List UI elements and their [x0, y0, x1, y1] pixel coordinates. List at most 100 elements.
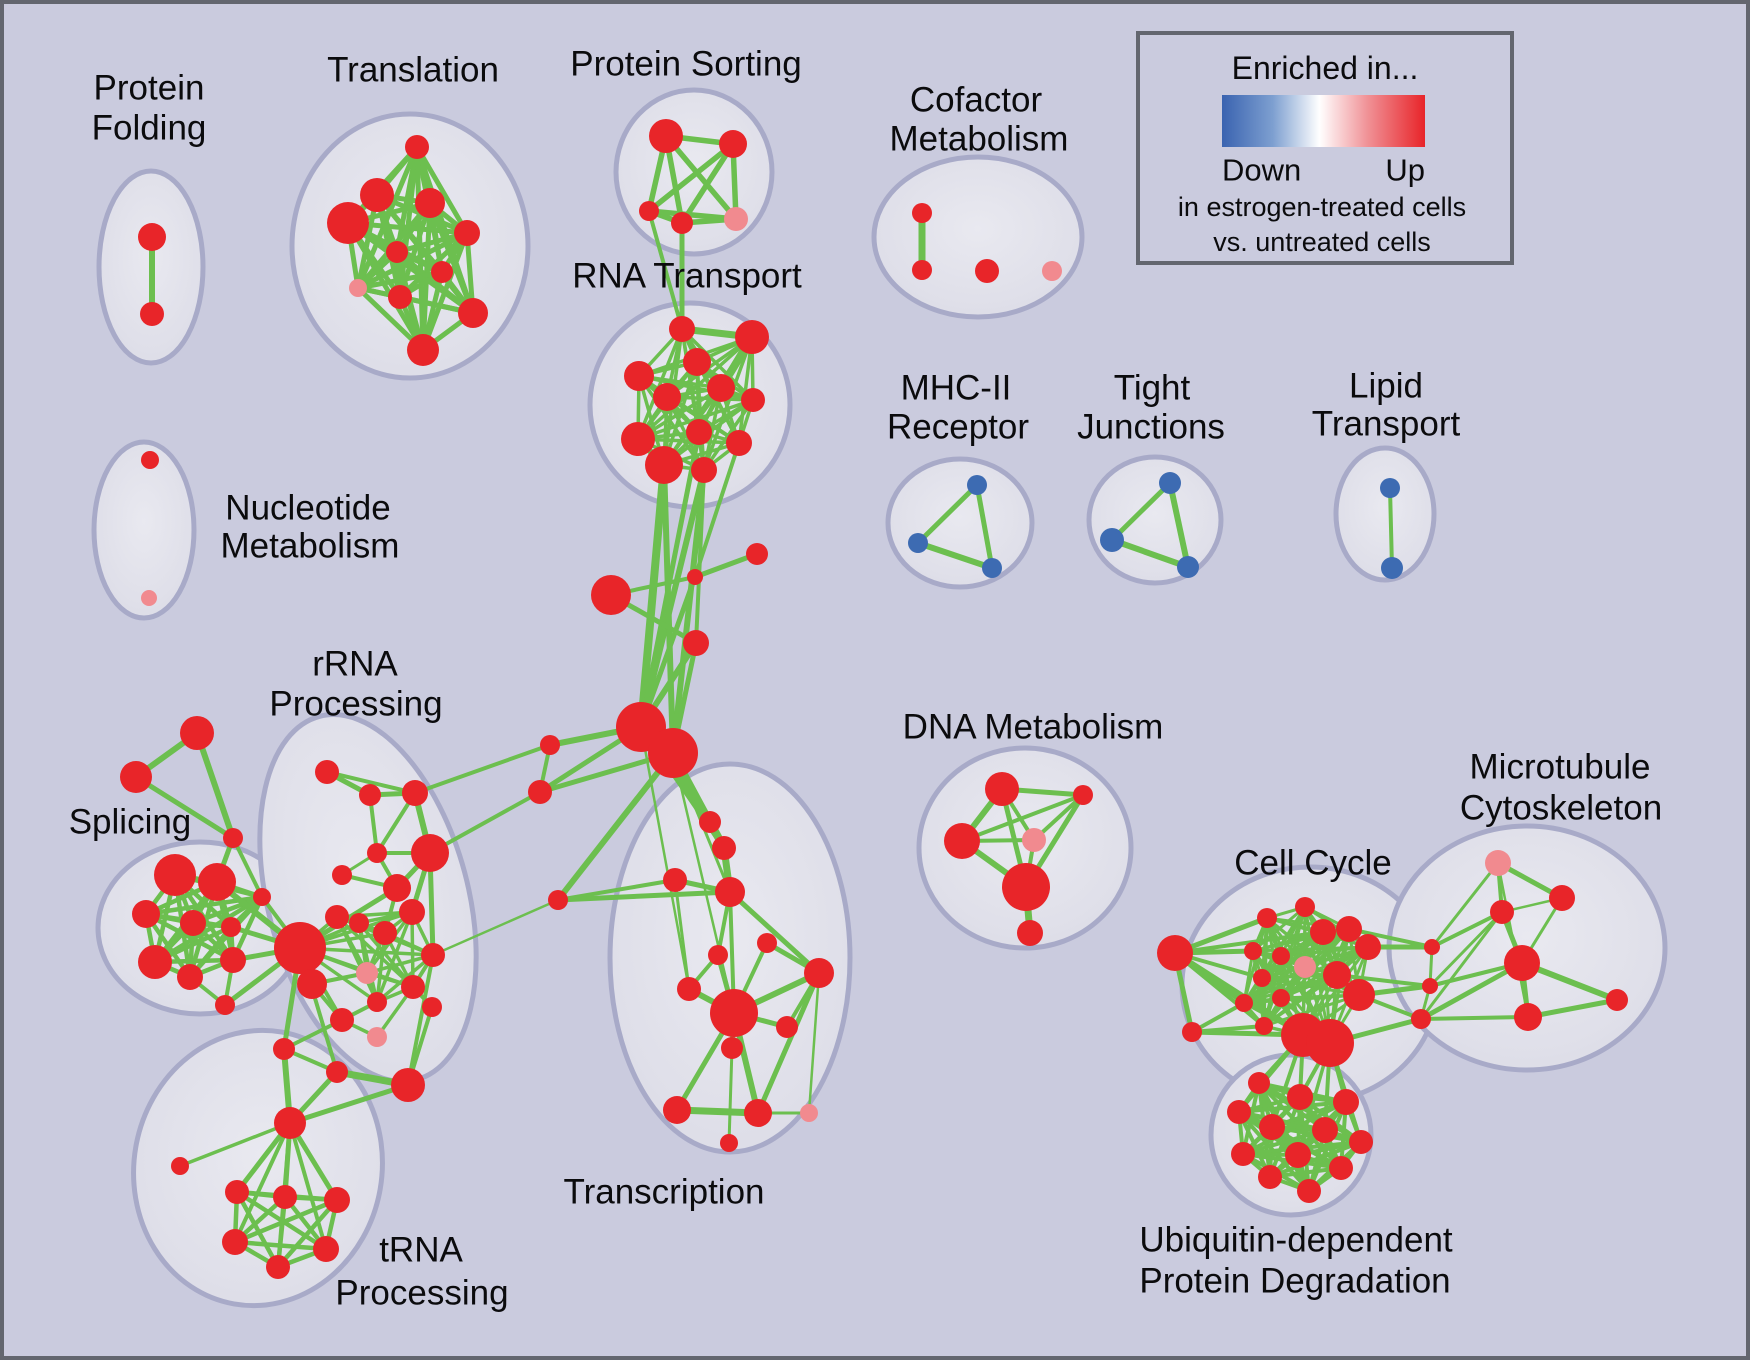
node-d3-red: [944, 823, 980, 859]
node-tx9-red: [710, 989, 758, 1037]
node-nm1-red: [141, 451, 159, 469]
node-cm1-red: [912, 203, 932, 223]
node-r6-red: [411, 834, 449, 872]
node-tj3-blue: [1177, 556, 1199, 578]
legend-down-label: Down: [1222, 153, 1301, 188]
edge-rt11-h1: [637, 461, 668, 731]
edge-b2-rt10: [693, 441, 741, 579]
edge-lt1-lt2: [1388, 486, 1394, 570]
node-trl-red: [171, 1157, 189, 1175]
edge-t5-t9: [397, 230, 470, 300]
edge-rt1-rt9: [636, 327, 684, 441]
node-tx13-red: [744, 1099, 772, 1127]
node-r15-red: [401, 975, 425, 999]
legend-box: [1136, 31, 1514, 265]
node-c14-red: [1235, 994, 1253, 1012]
node-tx6-red: [757, 933, 777, 953]
edge-tr3-tr6: [275, 1197, 340, 1270]
edge-c12-mbb: [1335, 973, 1432, 988]
edge-ps2-ps4: [679, 141, 736, 226]
node-c10-red: [1336, 916, 1362, 942]
node-u3-red: [1333, 1089, 1359, 1115]
node-mt5-red: [1606, 989, 1628, 1011]
edge-tj2-tj3: [1109, 537, 1191, 570]
cluster-label-protein-sorting-line1: Protein Sorting: [570, 45, 802, 84]
edge-trh-trl: [178, 1121, 292, 1168]
node-tr5-red: [313, 1236, 339, 1262]
edge-mbb-mt3: [1428, 910, 1504, 988]
node-ps2-red: [719, 130, 747, 158]
edge-s3-s8: [143, 911, 236, 963]
edge-mba-mt3: [1430, 910, 1504, 949]
node-ps5-pink: [724, 207, 748, 231]
node-r9-red: [349, 913, 369, 933]
node-ps3-red: [639, 201, 659, 221]
node-rt2-red: [735, 320, 769, 354]
node-trh-red: [274, 1107, 306, 1139]
node-r10-red: [373, 921, 397, 945]
node-r5-red: [367, 843, 387, 863]
edge-t1-t5: [414, 144, 470, 236]
node-c15-red: [1272, 989, 1290, 1007]
node-tx7-red: [804, 958, 834, 988]
node-nm2-pink: [141, 590, 157, 606]
edge-r9-r15: [357, 921, 415, 989]
cluster-label-translation-line1: Translation: [327, 51, 499, 90]
node-tr1-red: [225, 1180, 249, 1204]
node-tx1-red: [699, 811, 721, 833]
node-r12-red: [421, 943, 445, 967]
cluster-label-nucleotide-metabolism-line2: Metabolism: [221, 527, 400, 566]
node-u6-red: [1312, 1117, 1338, 1143]
node-c16-red: [1255, 1017, 1273, 1035]
node-cm3-red: [975, 259, 999, 283]
edge-r1-r3: [325, 770, 417, 795]
cluster-label-cell-cycle-line1: Cell Cycle: [1234, 844, 1392, 883]
node-tx3-red: [663, 868, 687, 892]
cluster-label-rna-transport-line1: RNA Transport: [572, 257, 802, 296]
node-b2-red: [687, 569, 703, 585]
node-u4-red: [1227, 1100, 1251, 1124]
edge-st3-s9: [231, 836, 264, 899]
node-r4-red: [332, 865, 352, 885]
legend-up-label: Up: [1385, 153, 1425, 188]
edge-br1-tx4: [555, 889, 733, 903]
node-b3-red: [746, 543, 768, 565]
node-s9-red: [253, 888, 271, 906]
edge-trh-r19: [287, 1082, 411, 1126]
cluster-label-trna-processing-line1: tRNA: [379, 1231, 463, 1270]
cluster-label-protein-folding-line1: Protein: [94, 69, 205, 108]
cluster-label-splicing-line1: Splicing: [69, 803, 192, 842]
node-b4-red: [683, 630, 709, 656]
node-c2-red: [1182, 1022, 1202, 1042]
edge-t7-t8: [355, 269, 445, 291]
node-rt5-red: [653, 383, 681, 411]
node-s10-red: [215, 995, 235, 1015]
cluster-label-lipid-transport-line2: Transport: [1312, 405, 1461, 444]
node-pf2-red: [140, 302, 164, 326]
node-h2-red: [648, 728, 698, 778]
edge-c10-mba: [1347, 927, 1434, 949]
edge-rt11-h2: [661, 462, 676, 756]
edge-rt4-rt7: [637, 374, 755, 402]
node-tj2-blue: [1100, 528, 1124, 552]
legend-title: Enriched in...: [1232, 50, 1419, 86]
node-st2-red: [120, 761, 152, 793]
node-mt1-pink: [1485, 850, 1511, 876]
node-t1-red: [405, 135, 429, 159]
edge-mb1-mb2: [915, 482, 980, 546]
node-s1-red: [154, 854, 196, 896]
node-cm4-pink: [1042, 261, 1062, 281]
node-s8-red: [220, 947, 246, 973]
node-t3-red: [415, 188, 445, 218]
edge-mb2-mb3: [915, 540, 995, 571]
cluster-label-lipid-transport-line1: Lipid: [1349, 367, 1423, 406]
node-u2-red: [1287, 1084, 1313, 1110]
node-c13-red: [1343, 979, 1375, 1011]
cluster-ellipse-transcription: [607, 761, 853, 1155]
node-s6-red: [138, 945, 172, 979]
edge-b2-h1: [638, 574, 698, 730]
node-c6-red: [1272, 947, 1290, 965]
node-mt3-red: [1490, 900, 1514, 924]
edge-ps3-rt1: [647, 209, 684, 331]
edge-u6-u8: [1241, 1128, 1327, 1156]
